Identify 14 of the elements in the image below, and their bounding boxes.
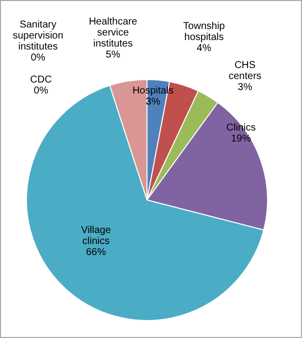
data-label: 5% — [106, 49, 120, 60]
category-label: CDC — [30, 74, 52, 86]
slice-label: Healthcare service institutes — [88, 16, 138, 50]
slice-label: Hospitals — [132, 85, 174, 96]
slice-label: Village clinics — [81, 224, 112, 247]
data-label: 4% — [196, 42, 212, 54]
text: 0% — [30, 52, 46, 64]
slice-label: Township hospitals — [183, 20, 226, 43]
data-label: 19% — [230, 133, 252, 144]
category-label: Sanitary supervision institutes — [12, 19, 64, 52]
data-label: 3% — [238, 82, 252, 93]
data-label: 66% — [86, 246, 106, 258]
text: 0% — [34, 85, 48, 96]
slice-label: CHS centers — [228, 60, 262, 82]
